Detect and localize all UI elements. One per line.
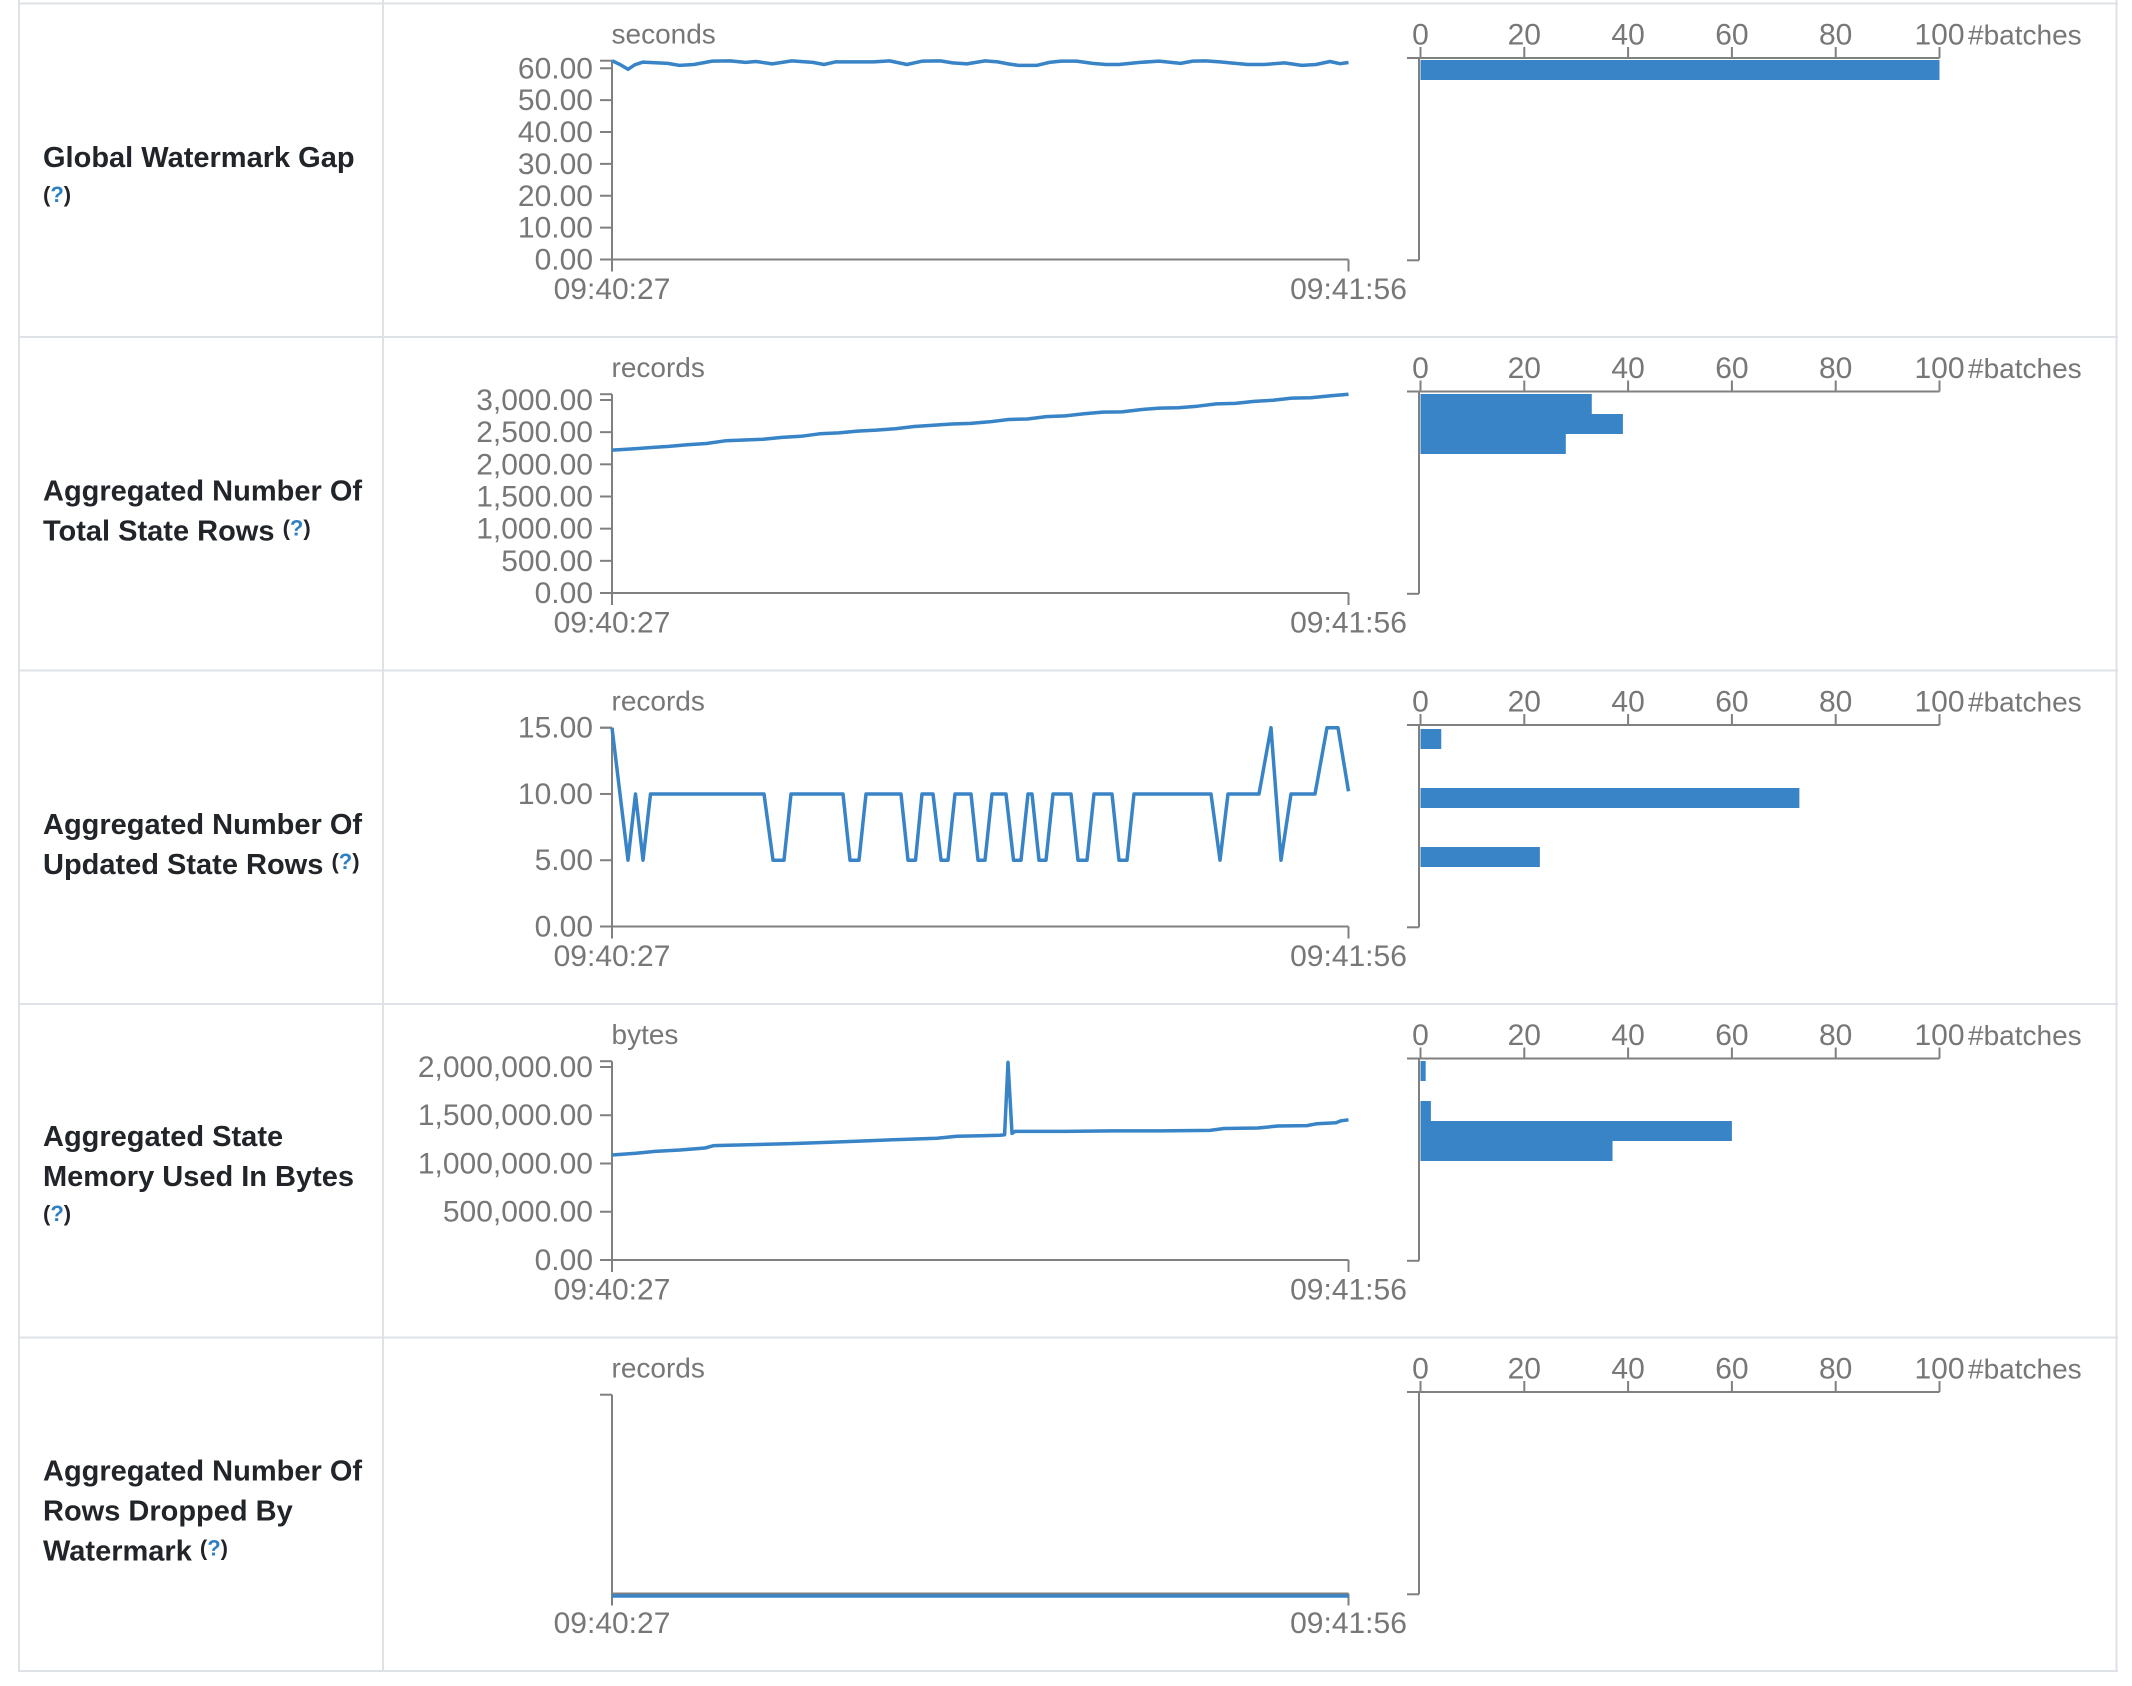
svg-text:100: 100 <box>1914 686 1964 719</box>
svg-text:0.00: 0.00 <box>535 577 593 610</box>
svg-text:09:41:56: 09:41:56 <box>1290 1274 1407 1307</box>
svg-text:40: 40 <box>1611 1019 1644 1052</box>
svg-text:5.00: 5.00 <box>535 844 593 877</box>
svg-text:60.00: 60.00 <box>518 52 593 85</box>
svg-text:1,500.00: 1,500.00 <box>476 480 593 513</box>
svg-text:0.00: 0.00 <box>535 911 593 944</box>
svg-text:100: 100 <box>1914 19 1964 52</box>
svg-text:20: 20 <box>1508 352 1541 385</box>
svg-text:20.00: 20.00 <box>518 180 593 213</box>
svg-text:3,000.00: 3,000.00 <box>476 384 593 417</box>
svg-text:#batches: #batches <box>1968 353 2082 384</box>
svg-text:2,000,000.00: 2,000,000.00 <box>418 1051 593 1084</box>
svg-text:records: records <box>612 352 705 383</box>
svg-text:09:40:27: 09:40:27 <box>554 273 671 306</box>
svg-text:Aggregated State: Aggregated State <box>43 1121 283 1153</box>
svg-text:60: 60 <box>1715 686 1748 719</box>
svg-text:Total State Rows (?): Total State Rows (?) <box>43 516 311 548</box>
svg-text:40: 40 <box>1611 352 1644 385</box>
svg-text:40.00: 40.00 <box>518 116 593 149</box>
svg-text:30.00: 30.00 <box>518 148 593 181</box>
svg-text:0: 0 <box>1412 1019 1429 1052</box>
svg-text:1,000,000.00: 1,000,000.00 <box>418 1147 593 1180</box>
svg-text:bytes: bytes <box>612 1019 679 1050</box>
svg-text:1,500,000.00: 1,500,000.00 <box>418 1099 593 1132</box>
svg-text:60: 60 <box>1715 352 1748 385</box>
svg-text:60: 60 <box>1715 19 1748 52</box>
svg-text:500.00: 500.00 <box>501 545 593 578</box>
svg-text:Aggregated Number Of: Aggregated Number Of <box>43 1456 362 1488</box>
svg-text:80: 80 <box>1819 19 1852 52</box>
svg-text:records: records <box>612 1353 705 1384</box>
svg-text:20: 20 <box>1508 19 1541 52</box>
svg-text:09:40:27: 09:40:27 <box>554 1274 671 1307</box>
svg-text:40: 40 <box>1611 19 1644 52</box>
svg-text:50.00: 50.00 <box>518 84 593 117</box>
svg-text:09:41:56: 09:41:56 <box>1290 940 1407 973</box>
svg-text:80: 80 <box>1819 1353 1852 1386</box>
svg-text:(?): (?) <box>43 182 71 207</box>
svg-text:09:40:27: 09:40:27 <box>554 1607 671 1640</box>
svg-text:Global Watermark Gap: Global Watermark Gap <box>43 142 355 174</box>
svg-text:2,500.00: 2,500.00 <box>476 416 593 449</box>
svg-text:20: 20 <box>1508 1019 1541 1052</box>
svg-text:100: 100 <box>1914 1353 1964 1386</box>
svg-text:#batches: #batches <box>1968 1020 2082 1051</box>
svg-text:15.00: 15.00 <box>518 712 593 745</box>
svg-text:20: 20 <box>1508 1353 1541 1386</box>
svg-text:09:40:27: 09:40:27 <box>554 940 671 973</box>
svg-text:09:40:27: 09:40:27 <box>554 607 671 640</box>
svg-text:10.00: 10.00 <box>518 778 593 811</box>
svg-text:100: 100 <box>1914 1019 1964 1052</box>
svg-text:40: 40 <box>1611 686 1644 719</box>
svg-text:#batches: #batches <box>1968 20 2082 51</box>
svg-text:(?): (?) <box>43 1201 71 1226</box>
svg-text:1,000.00: 1,000.00 <box>476 513 593 546</box>
svg-text:Updated State Rows (?): Updated State Rows (?) <box>43 849 360 881</box>
svg-text:0.00: 0.00 <box>535 1244 593 1277</box>
svg-text:Aggregated Number Of: Aggregated Number Of <box>43 476 362 508</box>
svg-text:0.00: 0.00 <box>535 244 593 277</box>
svg-text:60: 60 <box>1715 1353 1748 1386</box>
svg-text:10.00: 10.00 <box>518 212 593 245</box>
svg-text:80: 80 <box>1819 686 1852 719</box>
svg-text:09:41:56: 09:41:56 <box>1290 1607 1407 1640</box>
svg-text:Rows Dropped By: Rows Dropped By <box>43 1496 293 1528</box>
svg-text:09:41:56: 09:41:56 <box>1290 273 1407 306</box>
svg-text:40: 40 <box>1611 1353 1644 1386</box>
svg-text:0: 0 <box>1412 686 1429 719</box>
svg-text:0: 0 <box>1412 1353 1429 1386</box>
svg-text:09:41:56: 09:41:56 <box>1290 607 1407 640</box>
svg-text:Aggregated Number Of: Aggregated Number Of <box>43 809 362 841</box>
svg-text:Memory Used In Bytes: Memory Used In Bytes <box>43 1161 354 1193</box>
svg-text:#batches: #batches <box>1968 1354 2082 1385</box>
svg-text:500,000.00: 500,000.00 <box>443 1196 593 1229</box>
svg-text:records: records <box>612 686 705 717</box>
svg-text:#batches: #batches <box>1968 687 2082 718</box>
svg-text:2,000.00: 2,000.00 <box>476 448 593 481</box>
svg-text:80: 80 <box>1819 1019 1852 1052</box>
svg-text:80: 80 <box>1819 352 1852 385</box>
svg-text:Watermark (?): Watermark (?) <box>43 1536 228 1568</box>
svg-text:60: 60 <box>1715 1019 1748 1052</box>
svg-text:100: 100 <box>1914 352 1964 385</box>
svg-text:seconds: seconds <box>612 19 716 50</box>
svg-text:0: 0 <box>1412 19 1429 52</box>
svg-text:0: 0 <box>1412 352 1429 385</box>
svg-text:20: 20 <box>1508 686 1541 719</box>
